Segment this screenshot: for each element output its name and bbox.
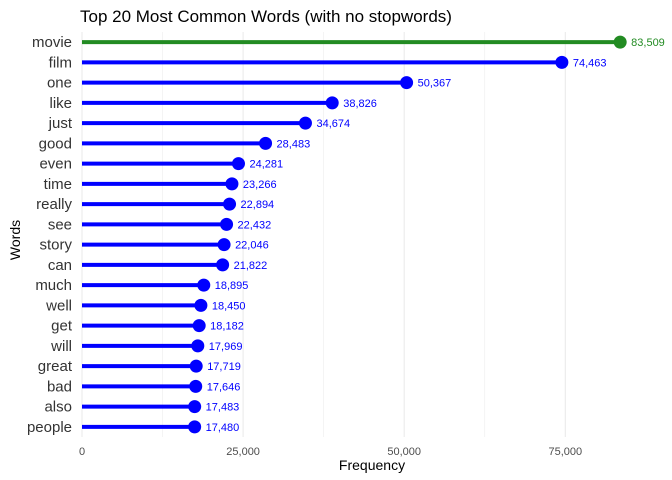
lollipop-dot [189,379,203,393]
value-label: 22,046 [235,240,269,252]
lollipop-dot [192,319,206,333]
word-label: one [47,75,72,92]
value-label: 38,826 [343,98,377,110]
lollipop-dot [216,258,230,272]
value-label: 17,483 [206,402,240,414]
value-label: 18,450 [212,300,246,312]
x-axis-tick-labels: 0 25,000 50,000 75,000 [79,446,582,458]
lollipop-dot [188,400,202,414]
lollipop-dot [613,35,627,49]
word-label: get [51,318,73,335]
word-label: will [50,338,72,355]
value-label: 17,969 [209,341,243,353]
lollipop-dot [400,76,414,90]
lollipop-dot [555,55,569,69]
value-label: 22,894 [241,199,275,211]
value-label: 17,646 [207,381,241,393]
word-label: movie [32,34,72,51]
value-label: 83,509 [631,37,665,49]
word-label: people [27,419,72,436]
lollipop-dot [194,298,208,312]
value-label: 24,281 [249,159,283,171]
value-label: 22,432 [238,219,272,231]
value-label: 21,822 [234,260,268,272]
lollipop-dot [259,136,273,150]
value-label: 17,719 [207,361,241,373]
lollipop-dot [189,359,203,373]
y-axis-tick-labels: movie film one like just good even time really se… [27,34,73,436]
grid-layer [81,32,566,437]
word-label: really [36,196,72,213]
word-label: story [39,237,72,254]
value-label: 18,182 [210,321,244,333]
lollipop-dot [225,177,239,191]
value-label: 17,480 [206,422,240,434]
value-label: 50,367 [418,78,452,90]
word-label: great [38,358,73,375]
word-label: even [39,156,72,173]
y-axis-title: Words [7,220,23,260]
word-label: time [44,176,72,193]
lollipop-dot [188,420,202,434]
x-axis-title: Frequency [339,457,405,473]
lollipop-marks: 83,509 74,463 50,367 38,826 34,674 28,483 24,2… [82,35,665,434]
word-label: much [35,277,72,294]
word-label: bad [47,378,72,395]
lollipop-dot [223,197,237,211]
word-label: film [49,54,72,71]
word-label: just [48,115,73,132]
word-label: see [48,216,72,233]
word-label: also [44,399,72,416]
lollipop-dot [220,217,234,231]
lollipop-dot [231,157,245,171]
x-tick-label: 25,000 [226,446,260,458]
lollipop-dot [325,96,339,110]
value-label: 28,483 [277,138,311,150]
value-label: 74,463 [573,57,607,69]
lollipop-dot [298,116,312,130]
word-label: like [49,95,72,112]
word-label: good [39,135,72,152]
word-label: can [48,257,72,274]
chart-title: Top 20 Most Common Words (with no stopwo… [80,7,452,26]
value-label: 18,895 [215,280,249,292]
x-tick-label: 0 [79,446,85,458]
lollipop-dot [197,278,211,292]
lollipop-dot [217,238,231,252]
value-label: 23,266 [243,179,277,191]
value-label: 34,674 [316,118,350,130]
x-tick-label: 75,000 [549,446,583,458]
x-tick-label: 50,000 [387,446,421,458]
word-label: well [45,297,72,314]
lollipop-dot [191,339,205,353]
